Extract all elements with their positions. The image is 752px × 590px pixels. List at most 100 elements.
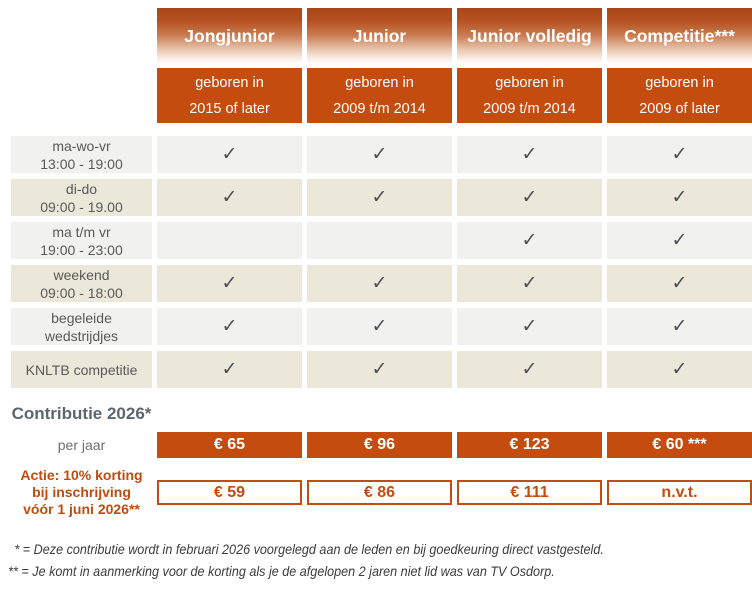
discount-label: Actie: 10% korting bij inschrijving vóór… (11, 467, 152, 518)
row-label-line: weekend (53, 266, 110, 283)
check-icon: ✓ (671, 229, 688, 251)
check-cell: ✓ (157, 265, 302, 302)
subtitle-spacer (11, 68, 152, 123)
check-icon: ✓ (521, 358, 538, 380)
check-icon: ✓ (671, 186, 688, 208)
footnote-contribution: * = Deze contributie wordt in februari 2… (14, 541, 604, 557)
row-label: ma-wo-vr 13:00 - 19:00 (11, 136, 152, 173)
table-row-weekend: weekend 09:00 - 18:00 ✓ ✓ ✓ ✓ (0, 265, 752, 302)
contribution-title: Contributie 2026* (11, 404, 152, 423)
row-label-line: begeleide (51, 309, 112, 326)
birth-year-row: geboren in 2015 of later geboren in 2009… (0, 68, 752, 123)
check-cell: ✓ (457, 136, 602, 173)
discount-price-row: Actie: 10% korting bij inschrijving vóór… (0, 467, 752, 518)
price-competitie: € 60 *** (607, 432, 752, 458)
birth-year-line: 2015 of later (189, 100, 270, 117)
row-label-line: 09:00 - 18:00 (40, 284, 123, 301)
column-header-junior: Junior (307, 8, 452, 65)
birth-year-junior-volledig: geboren in 2009 t/m 2014 (457, 68, 602, 123)
check-cell: ✓ (457, 351, 602, 388)
footnotes: * = Deze contributie wordt in februari 2… (0, 538, 752, 582)
price-jongjunior: € 65 (157, 432, 302, 458)
footnote-discount: ** = Je komt in aanmerking voor de korti… (8, 563, 555, 579)
row-label-line: di-do (65, 180, 98, 197)
check-icon: ✓ (371, 143, 388, 165)
discount-label-line: vóór 1 juni 2026** (23, 501, 140, 517)
check-icon: ✓ (521, 315, 538, 337)
column-title: Jongjunior (184, 26, 275, 46)
check-cell: ✓ (157, 136, 302, 173)
column-header-competitie: Competitie*** (607, 8, 752, 65)
birth-year-line: 2009 t/m 2014 (483, 100, 576, 117)
row-label-line: ma t/m vr (52, 223, 111, 240)
discount-label-line: Actie: 10% korting (20, 467, 143, 483)
table-row-ma-wo-vr: ma-wo-vr 13:00 - 19:00 ✓ ✓ ✓ ✓ (0, 136, 752, 173)
birth-year-junior: geboren in 2009 t/m 2014 (307, 68, 452, 123)
schedule-rows: ma-wo-vr 13:00 - 19:00 ✓ ✓ ✓ ✓ di-do 09:… (0, 136, 752, 388)
check-icon: ✓ (221, 315, 238, 337)
row-label-line: KNLTB competitie (25, 361, 138, 378)
check-cell: ✓ (457, 222, 602, 259)
table-row-ma-tm-vr: ma t/m vr 19:00 - 23:00 ✓ ✓ (0, 222, 752, 259)
check-icon: ✓ (221, 272, 238, 294)
row-label-line: 09:00 - 19.00 (40, 198, 123, 215)
birth-year-line: 2009 of later (639, 100, 720, 117)
birth-year-line: geboren in (195, 74, 264, 91)
check-cell: ✓ (157, 351, 302, 388)
check-cell: ✓ (307, 179, 452, 216)
check-icon: ✓ (521, 272, 538, 294)
price-per-year-row: per jaar € 65 € 96 € 123 € 60 *** (0, 432, 752, 458)
check-cell: ✓ (307, 265, 452, 302)
row-label-line: ma-wo-vr (52, 137, 111, 154)
check-cell: ✓ (157, 179, 302, 216)
column-title: Junior volledig (467, 26, 592, 46)
check-cell (307, 222, 452, 259)
check-cell: ✓ (607, 308, 752, 345)
check-icon: ✓ (221, 186, 238, 208)
per-year-label: per jaar (57, 437, 106, 453)
table-row-begeleide-wedstrijdjes: begeleide wedstrijdjes ✓ ✓ ✓ ✓ (0, 308, 752, 345)
check-icon: ✓ (521, 229, 538, 251)
row-label: begeleide wedstrijdjes (11, 308, 152, 345)
check-icon: ✓ (671, 315, 688, 337)
row-label-line: 19:00 - 23:00 (40, 241, 123, 258)
column-title: Competitie*** (624, 26, 735, 46)
column-header-row: Jongjunior Junior Junior volledig Compet… (0, 8, 752, 65)
row-label: weekend 09:00 - 18:00 (11, 265, 152, 302)
discount-price-competitie: n.v.t. (607, 480, 752, 505)
price-junior-volledig: € 123 (457, 432, 602, 458)
price-junior: € 96 (307, 432, 452, 458)
check-icon: ✓ (371, 186, 388, 208)
check-cell: ✓ (607, 222, 752, 259)
check-icon: ✓ (371, 272, 388, 294)
check-icon: ✓ (671, 358, 688, 380)
birth-year-competitie: geboren in 2009 of later (607, 68, 752, 123)
check-cell: ✓ (607, 179, 752, 216)
birth-year-line: geboren in (495, 74, 564, 91)
check-cell: ✓ (607, 265, 752, 302)
birth-year-jongjunior: geboren in 2015 of later (157, 68, 302, 123)
check-icon: ✓ (371, 358, 388, 380)
check-cell: ✓ (457, 308, 602, 345)
check-cell: ✓ (457, 265, 602, 302)
check-icon: ✓ (221, 358, 238, 380)
check-icon: ✓ (671, 143, 688, 165)
column-header-junior-volledig: Junior volledig (457, 8, 602, 65)
check-icon: ✓ (521, 186, 538, 208)
row-label-line: 13:00 - 19:00 (40, 155, 123, 172)
discount-label-line: bij inschrijving (32, 484, 131, 500)
check-icon: ✓ (371, 315, 388, 337)
check-cell (157, 222, 302, 259)
check-cell: ✓ (457, 179, 602, 216)
table-row-knltb-competitie: KNLTB competitie ✓ ✓ ✓ ✓ (0, 351, 752, 388)
row-label: di-do 09:00 - 19.00 (11, 179, 152, 216)
row-label-line: wedstrijdjes (44, 327, 119, 344)
birth-year-line: geboren in (645, 74, 714, 91)
check-cell: ✓ (307, 308, 452, 345)
header-spacer (11, 8, 152, 65)
table-row-di-do: di-do 09:00 - 19.00 ✓ ✓ ✓ ✓ (0, 179, 752, 216)
discount-price-junior: € 86 (307, 480, 452, 505)
column-header-jongjunior: Jongjunior (157, 8, 302, 65)
contribution-title-row: Contributie 2026* (0, 404, 752, 424)
birth-year-line: 2009 t/m 2014 (333, 100, 426, 117)
